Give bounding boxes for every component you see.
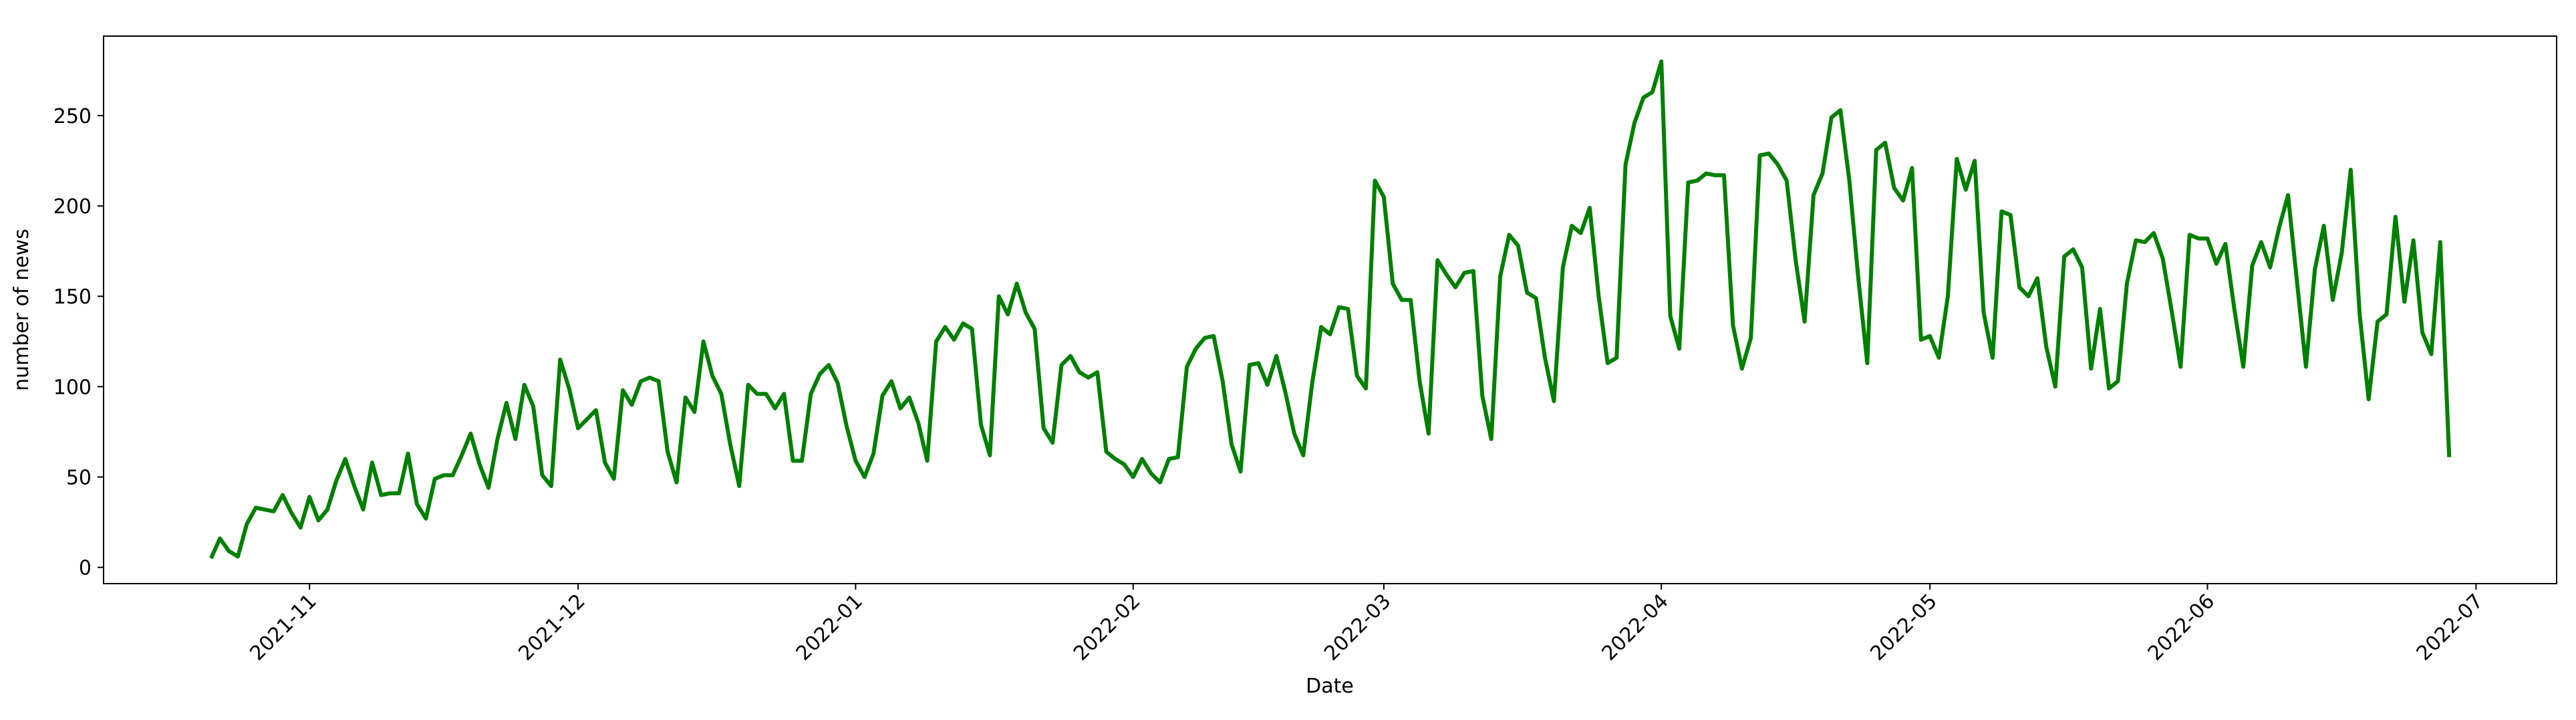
- x-tick-label: 2022-06: [2144, 590, 2219, 665]
- x-tick-label: 2021-11: [245, 590, 321, 665]
- data-line: [209, 59, 2452, 560]
- y-tick-label: 100: [53, 376, 92, 399]
- y-tick-label: 200: [53, 195, 92, 219]
- y-tick-label: 150: [53, 285, 92, 309]
- x-axis-label: Date: [1306, 675, 1354, 698]
- x-tick-label: 2022-01: [792, 590, 867, 665]
- x-tick-label: 2022-03: [1320, 590, 1395, 665]
- plot-frame: [103, 35, 2557, 584]
- y-tick-label: 0: [79, 557, 92, 580]
- x-tick-label: 2021-12: [514, 590, 589, 665]
- x-tick-label: 2022-05: [1866, 590, 1941, 665]
- x-tick-label: 2022-04: [1597, 590, 1673, 665]
- y-tick-label: 250: [53, 105, 92, 128]
- x-tick-label: 2022-07: [2412, 590, 2488, 665]
- x-tick-label: 2022-02: [1069, 590, 1145, 665]
- y-tick-label: 50: [66, 467, 92, 490]
- y-axis-label: number of news: [10, 229, 33, 391]
